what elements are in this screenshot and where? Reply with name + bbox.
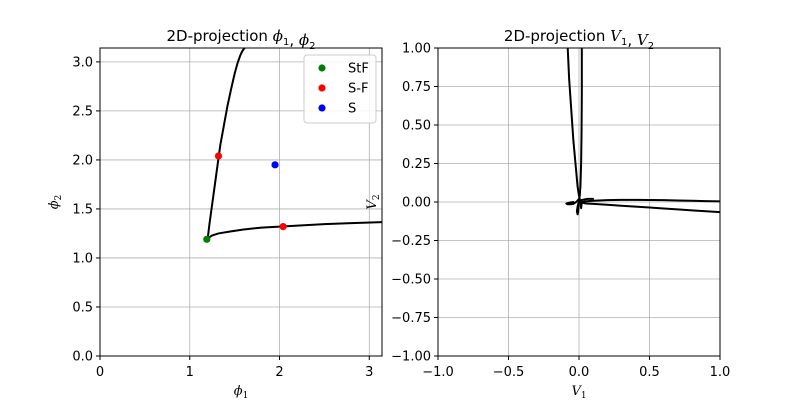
legend-marker [318, 84, 326, 92]
axes-frame [99, 47, 383, 357]
x-axis-label: ϕ1 [234, 384, 249, 400]
y-tick-label: 0.75 [402, 80, 431, 95]
y-tick-label: −0.50 [391, 273, 431, 288]
x-tick-label: −1.0 [422, 365, 454, 380]
x-tick-label: 1 [186, 365, 194, 380]
x-axis-label: V1 [571, 384, 586, 400]
trajectory-curve [565, 197, 580, 206]
y-tick-label: −0.75 [391, 311, 431, 326]
left-subplot: 0 1 2 3 0.0 0.5 1.0 1.5 2.0 2.5 3.0 2D-projection ϕ… [47, 27, 383, 400]
trajectory-curve [206, 221, 382, 240]
x-tick-label: 0 [96, 365, 104, 380]
y-tick-label: 0.5 [72, 300, 93, 315]
y-tick-label: 1.0 [72, 251, 93, 266]
point-s-f [214, 152, 223, 160]
point-s-f [279, 222, 287, 231]
legend: StF S-F S [303, 54, 377, 124]
trajectory-curve [575, 197, 595, 216]
chart-title: 2D-projection ϕ1, ϕ2 [167, 27, 316, 52]
y-tick-label: 0.00 [402, 196, 431, 211]
x-tick-label: 3 [365, 365, 373, 380]
point-stf [203, 235, 211, 243]
trajectory-curve [578, 201, 720, 214]
y-axis-label: V2 [365, 194, 382, 209]
x-tick-label: 1.0 [710, 365, 731, 380]
trajectory-curve [206, 48, 246, 240]
x-tick-label: −0.5 [493, 365, 525, 380]
y-tick-label: 1.5 [72, 202, 93, 217]
x-tick-label: 0.0 [569, 365, 590, 380]
legend-label: StF [348, 62, 369, 77]
y-tick-label: 2.5 [72, 104, 93, 119]
y-tick-label: 2.0 [72, 153, 93, 168]
legend-label: S [348, 102, 356, 117]
y-tick-label: 3.0 [72, 55, 93, 70]
point-s [271, 161, 279, 169]
y-tick-label: 0.25 [402, 157, 431, 172]
y-tick-label: 0.0 [72, 350, 93, 365]
y-tick-label: 1.00 [402, 42, 431, 57]
x-tick-label: 0.5 [639, 365, 660, 380]
legend-marker [318, 64, 326, 72]
legend-marker [318, 104, 326, 112]
legend-label: S-F [348, 82, 368, 97]
x-tick-label: 2 [275, 365, 283, 380]
y-axis-label: ϕ2 [47, 195, 64, 210]
right-subplot: −1.0 −0.5 0.0 0.5 1.0 −1.00 −0.75 −0.50 −0.25 0.0… [365, 27, 730, 400]
chart-title: 2D-projection V1, V2 [504, 27, 654, 52]
trajectory-curve [566, 48, 720, 210]
y-tick-label: −0.25 [391, 234, 431, 249]
y-tick-label: 0.50 [402, 119, 431, 134]
y-tick-label: −1.00 [391, 350, 431, 365]
